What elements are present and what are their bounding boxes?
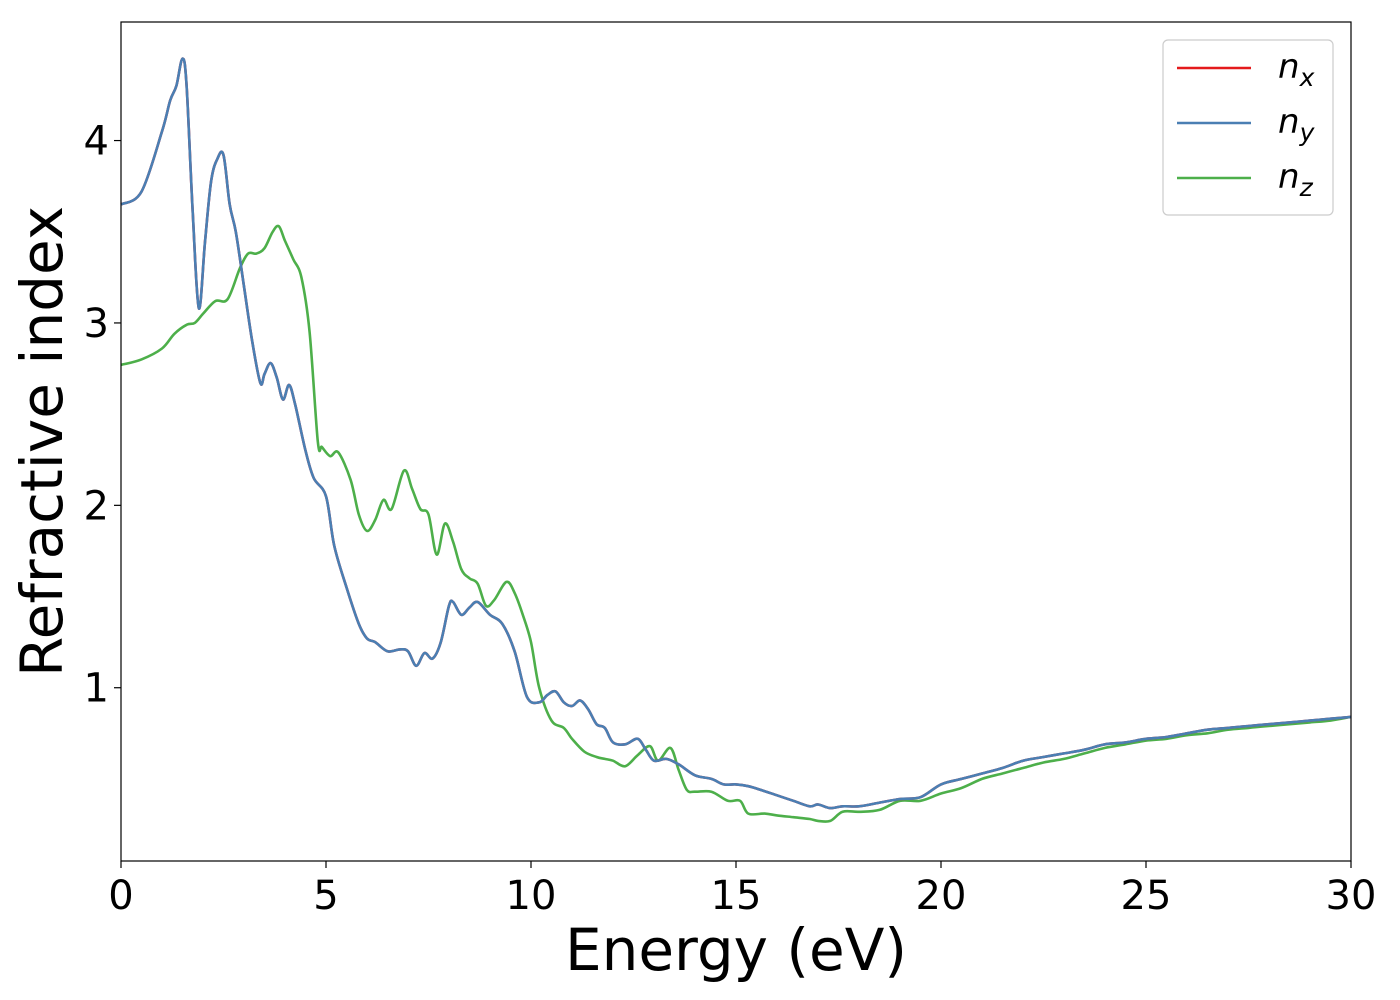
x-tick-label: 10 — [506, 873, 557, 919]
y-tick-label: 4 — [84, 119, 109, 165]
x-tick-label: 20 — [916, 873, 967, 919]
legend-box — [1162, 39, 1334, 216]
x-tick-label: 15 — [711, 873, 762, 919]
y-axis-title: Refractive index — [8, 206, 76, 677]
x-tick-label: 0 — [108, 873, 133, 919]
y-tick-label: 2 — [84, 483, 109, 529]
x-axis-title: Energy (eV) — [565, 916, 907, 984]
y-tick-label: 3 — [84, 301, 109, 347]
series-line-ny — [120, 57, 1352, 810]
series-line-nz — [120, 224, 1352, 823]
legend-label-ny: ny — [1278, 102, 1316, 147]
x-tick-label: 25 — [1121, 873, 1172, 919]
series-layer — [120, 57, 1352, 823]
legend-label-nz: nz — [1278, 157, 1314, 202]
legend-label-nx: nx — [1278, 47, 1315, 92]
ticks-layer: 0 5 10 15 20 25 30 1 2 3 4 — [84, 119, 1377, 919]
x-tick-label: 5 — [313, 873, 338, 919]
legend: nx ny nz — [1162, 39, 1334, 216]
x-tick-label: 30 — [1326, 873, 1377, 919]
y-tick-label: 1 — [84, 666, 109, 712]
